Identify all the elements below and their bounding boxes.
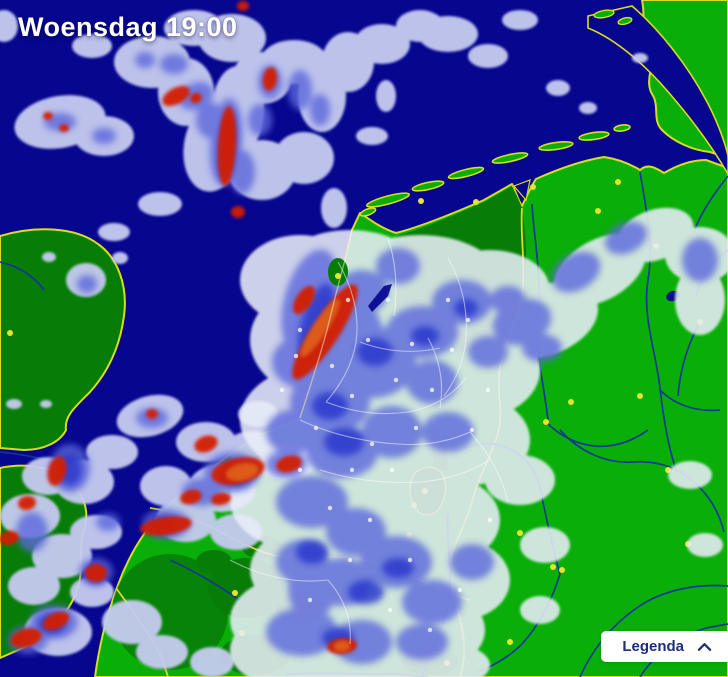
- legend-toggle-button[interactable]: Legenda: [601, 631, 728, 662]
- legend-button-label: Legenda: [622, 638, 684, 655]
- chevron-up-icon: [697, 642, 712, 651]
- overlay-features-layer: [229, 237, 509, 645]
- islands-layer: [359, 124, 631, 217]
- timestamp-label: Woensdag 19:00: [18, 12, 238, 42]
